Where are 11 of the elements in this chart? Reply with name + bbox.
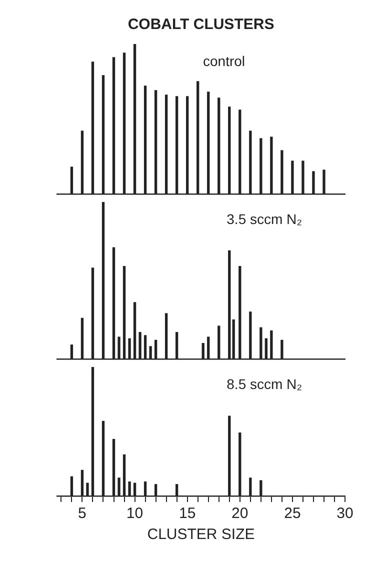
x-axis-title: CLUSTER SIZE: [147, 526, 255, 544]
x-tick-label: 25: [284, 505, 301, 522]
x-tick-label: 15: [178, 505, 196, 522]
chart-title: COBALT CLUSTERS: [128, 16, 274, 34]
x-tick-label: 5: [78, 505, 86, 522]
annotation: 8.5 sccm N₂: [226, 376, 302, 392]
annotation: 3.5 sccm N₂: [226, 211, 302, 227]
x-tick-label: 30: [336, 505, 354, 522]
annotation: control: [203, 53, 246, 69]
x-tick-label: 20: [232, 505, 248, 522]
x-tick-label: 10: [126, 505, 144, 522]
